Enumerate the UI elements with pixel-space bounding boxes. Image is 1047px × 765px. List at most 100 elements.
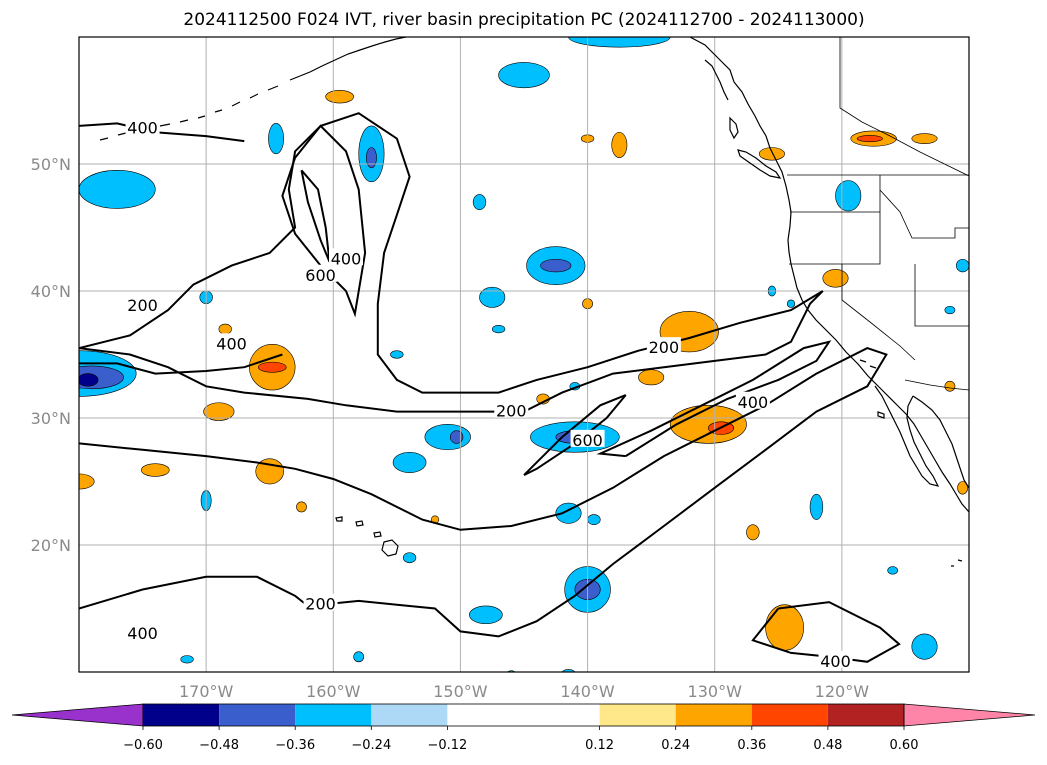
precip-pc-patch — [424, 424, 471, 451]
precip-pc-patch — [479, 286, 506, 308]
north-america-coastline — [689, 37, 969, 513]
ivt-contour-label: 200 — [649, 338, 680, 357]
colorbar-bin — [447, 704, 600, 726]
colorbar-tick-label: −0.48 — [199, 738, 239, 753]
contour-label-background — [125, 622, 160, 640]
colorbar-bin — [219, 704, 296, 726]
colorbar-tick-label: 0.60 — [890, 738, 919, 753]
precip-pc-patch — [257, 361, 287, 373]
colorbar-bin — [371, 704, 448, 726]
ivt-contour-400 — [281, 124, 367, 318]
ivt-contour-label: 200 — [496, 402, 527, 421]
colorbar-tick-label: −0.36 — [275, 738, 315, 753]
precip-pc-patch — [835, 180, 862, 212]
longitude-tick-label: 170°W — [179, 682, 234, 701]
coastline-mexico-mainland — [912, 395, 969, 489]
precip-pc-patch — [472, 194, 487, 211]
precip-pc-patch — [353, 651, 365, 663]
precip-pc-patch — [822, 269, 849, 288]
ivt-contour-label: 200 — [127, 296, 158, 315]
colorbar-tick-label: 0.48 — [813, 738, 842, 753]
contour-label-background — [646, 337, 681, 355]
precip-pc-patch — [268, 123, 285, 155]
coastline-baja-peninsula — [874, 385, 940, 487]
precip-pc-patch — [79, 170, 156, 209]
ivt-contour-600 — [523, 394, 627, 476]
hawaii-big-island — [381, 539, 399, 557]
ivt-contour-400 — [79, 353, 283, 375]
ivt-contour-label: 400 — [820, 652, 851, 671]
ivt-contour-label: 200 — [305, 595, 336, 614]
precip-pc-patch — [203, 402, 235, 421]
colorbar-extend-min — [11, 703, 144, 727]
contour-label-background — [125, 117, 160, 135]
latitude-axis-labels: 50°N 40°N 30°N 20°N — [31, 155, 71, 555]
precip-pc-patch — [944, 305, 956, 315]
latitude-tick-label: 50°N — [31, 155, 71, 174]
hawaii-oahu — [355, 520, 364, 527]
colorbar-tick-label: −0.24 — [351, 738, 391, 753]
contour-label-background — [214, 333, 249, 351]
colorbar-bin — [295, 704, 372, 726]
colorbar-tick-label: 0.36 — [737, 738, 766, 753]
colorbar-tick-label: −0.60 — [123, 738, 163, 753]
precip-pc-patch — [561, 669, 576, 672]
precip-pc-patch — [449, 430, 464, 444]
ivt-contour-200 — [79, 347, 888, 638]
contour-label-background — [329, 248, 363, 266]
island-guadalupe — [877, 411, 885, 419]
island-channel-islands — [859, 359, 877, 369]
ivt-contour-400 — [596, 340, 832, 458]
contour-label-background — [735, 391, 770, 409]
revillagigedo-islands — [951, 559, 963, 567]
colorbar-tick-label: 0.12 — [585, 738, 614, 753]
colorbar-bin — [827, 704, 904, 726]
contour-label-background — [303, 593, 338, 611]
colorbar-bin — [751, 704, 828, 726]
precip-pc-patch — [758, 147, 785, 161]
colorbar-frame — [142, 703, 905, 727]
graticule — [79, 37, 969, 672]
border-nevada-arizona — [914, 264, 969, 327]
colorbar-extend-max — [903, 703, 1036, 727]
precip-pc-patch — [366, 147, 377, 169]
longitude-tick-label: 160°W — [306, 682, 361, 701]
latitude-tick-label: 30°N — [31, 409, 71, 428]
longitude-tick-label: 140°W — [560, 682, 615, 701]
precip-pc-patch — [218, 323, 232, 335]
latitude-tick-label: 20°N — [31, 536, 71, 555]
ivt-contour-label: 600 — [572, 431, 603, 450]
precip-pc-patch — [638, 369, 665, 386]
island-chain-alaska-panhandle — [704, 59, 729, 101]
precip-pc-patch — [296, 501, 307, 513]
precip-pc-patch — [944, 380, 956, 392]
colorbar-bin — [675, 704, 752, 726]
island-haida-gwaii — [729, 116, 739, 140]
contour-label-background — [570, 429, 605, 447]
colorbar-tick-label: 0.24 — [661, 738, 690, 753]
political-borders — [787, 37, 969, 391]
precip-pc-patch — [568, 37, 671, 48]
precip-pc-patch — [402, 552, 417, 564]
precip-pc-patch — [746, 524, 760, 541]
precip-pc-patch — [856, 135, 883, 143]
precip-pc-patch — [669, 405, 747, 444]
latitude-tick-label: 40°N — [31, 282, 71, 301]
precip-pc-patch — [809, 493, 824, 520]
precip-pc-patch — [325, 90, 354, 104]
ivt-contour-label: 400 — [216, 334, 247, 353]
border-california-nevada — [841, 264, 916, 361]
colorbar-bin — [143, 704, 220, 726]
island-vancouver — [737, 149, 782, 179]
ivt-contour-label: 600 — [305, 266, 336, 285]
coastline-alaska-canada — [689, 37, 969, 513]
precip-pc-patch — [390, 350, 404, 359]
colorbar-tick-labels: −0.60 −0.48 −0.36 −0.24 −0.12 0.12 0.24 0.36 0.4… — [123, 726, 918, 753]
precip-pc-patch — [955, 258, 969, 273]
precip-pc-patch — [469, 605, 503, 625]
contour-label-background — [494, 400, 529, 418]
precip-pc-patch — [491, 324, 506, 334]
ivt-contour-label: 400 — [738, 393, 769, 412]
